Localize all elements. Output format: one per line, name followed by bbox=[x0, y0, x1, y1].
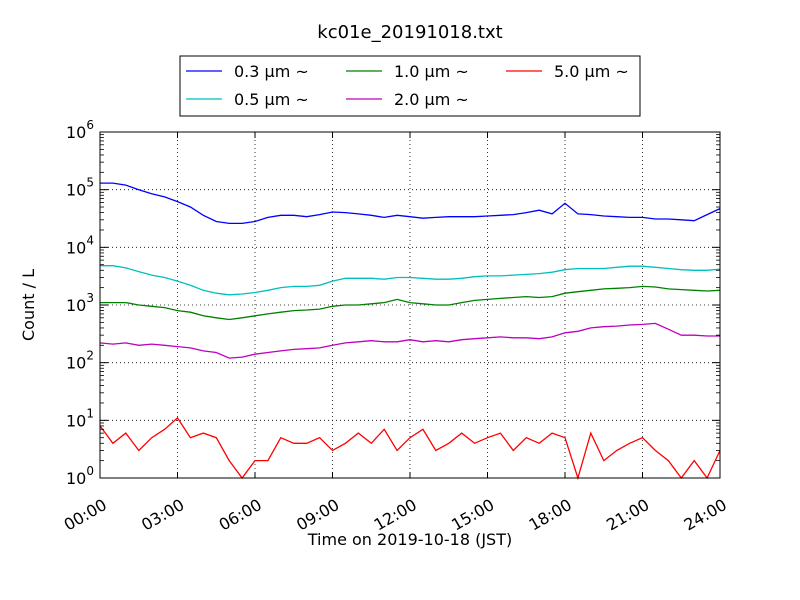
x-tick-label: 15:00 bbox=[448, 495, 497, 535]
legend-label: 0.5 μm ~ bbox=[234, 90, 309, 109]
series-line-3 bbox=[99, 322, 720, 359]
y-tick-labels: 100 101 102 103 104 105 106 bbox=[66, 118, 94, 488]
series-line-0 bbox=[100, 182, 721, 225]
series-line-2 bbox=[100, 285, 721, 321]
legend-label: 2.0 μm ~ bbox=[394, 90, 469, 109]
x-tick-label: 00:00 bbox=[61, 495, 110, 535]
ticks bbox=[99, 131, 721, 479]
x-tick-labels: 00:00 03:00 06:00 09:00 12:00 15:00 18:00 21:00… bbox=[61, 495, 730, 535]
legend: 0.3 μm ~ 0.5 μm ~ 1.0 μm ~ 2.0 μm ~ 5.0 μm ~ bbox=[179, 55, 641, 117]
y-tick-label: 105 bbox=[66, 176, 94, 200]
legend-label: 1.0 μm ~ bbox=[394, 62, 469, 81]
legend-label: 0.3 μm ~ bbox=[234, 62, 309, 81]
legend-box bbox=[179, 55, 641, 117]
series-line-1 bbox=[100, 265, 721, 296]
chart-title: kc01e_20191018.txt bbox=[317, 22, 502, 43]
x-tick-label: 03:00 bbox=[138, 495, 187, 535]
x-tick-label: 18:00 bbox=[526, 495, 575, 535]
y-tick-label: 102 bbox=[66, 349, 94, 373]
x-tick-label: 06:00 bbox=[216, 495, 265, 535]
x-tick-label: 21:00 bbox=[603, 495, 652, 535]
series-group bbox=[99, 182, 721, 481]
x-tick-label: 24:00 bbox=[681, 495, 730, 535]
x-axis-title: Time on 2019-10-18 (JST) bbox=[307, 530, 512, 549]
y-tick-label: 104 bbox=[66, 233, 94, 257]
y-tick-label: 103 bbox=[66, 291, 94, 315]
x-tick-label: 09:00 bbox=[293, 495, 342, 535]
x-tick-label: 12:00 bbox=[371, 495, 420, 535]
y-axis-title: Count / L bbox=[19, 269, 38, 341]
y-tick-label: 106 bbox=[66, 118, 94, 142]
y-tick-label: 101 bbox=[66, 406, 94, 430]
y-tick-label: 100 bbox=[66, 464, 94, 488]
legend-label: 5.0 μm ~ bbox=[554, 62, 629, 81]
grid bbox=[100, 132, 720, 478]
series-line-4 bbox=[99, 416, 721, 481]
